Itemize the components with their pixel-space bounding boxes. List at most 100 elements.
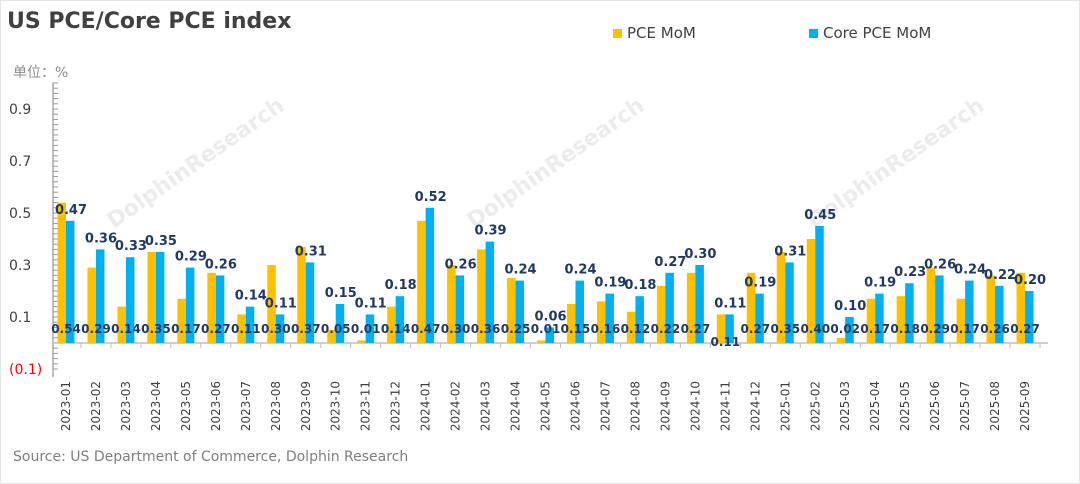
- bar-core-pce: [395, 296, 405, 343]
- bar-pce: [1016, 272, 1026, 343]
- bar-core-pce: [305, 262, 315, 343]
- data-label-pce: 0.11: [231, 322, 261, 336]
- data-label-pce: 0.29: [81, 322, 111, 336]
- data-label-pce: 0.16: [591, 322, 621, 336]
- data-label-core: 0.31: [295, 244, 327, 259]
- bar-core-pce: [845, 317, 854, 343]
- bar-pce: [596, 301, 606, 343]
- bar-pce: [207, 272, 216, 343]
- data-label-pce: 0.36: [471, 322, 501, 336]
- bar-pce: [387, 306, 396, 343]
- x-tick-label: 2024-04: [509, 381, 523, 431]
- data-label-pce: 0.35: [141, 322, 171, 336]
- bar-pce: [417, 220, 426, 343]
- legend-swatch-core: [809, 28, 818, 38]
- bar-pce: [566, 304, 576, 343]
- bar-core-pce: [575, 280, 584, 343]
- legend-label-core: Core PCE MoM: [823, 24, 932, 42]
- data-label-pce: 0.26: [980, 322, 1010, 336]
- bar-pce: [656, 285, 666, 343]
- bar-core-pce: [965, 280, 974, 343]
- x-tick-label: 2024-01: [419, 381, 433, 431]
- data-label-core: 0.11: [714, 296, 746, 311]
- bar-pce: [177, 298, 186, 343]
- data-label-core: 0.24: [505, 263, 537, 278]
- x-tick-label: 2023-12: [389, 381, 403, 431]
- bar-core-pce: [605, 293, 614, 343]
- y-tick-label: 0.1: [9, 310, 31, 326]
- bar-core-pce: [1025, 291, 1034, 343]
- bar-pce: [117, 306, 126, 343]
- data-label-core: 0.22: [984, 268, 1016, 283]
- bar-pce: [477, 249, 486, 343]
- data-label-core: 0.06: [534, 309, 566, 324]
- data-label-core: 0.11: [355, 296, 387, 311]
- x-tick-label: 2023-08: [269, 381, 283, 431]
- legend-item-core: Core PCE MoM: [809, 24, 931, 42]
- data-label-core: 0.20: [1014, 273, 1046, 288]
- bar-pce: [986, 275, 996, 343]
- data-label-pce: 0.47: [411, 322, 441, 336]
- data-label-pce: 0.37: [291, 322, 321, 336]
- bar-pce: [716, 314, 726, 343]
- x-tick-label: 2025-01: [778, 381, 792, 431]
- x-tick-label: 2023-11: [359, 381, 373, 431]
- data-label-pce: 0.01: [531, 322, 561, 336]
- x-tick-label: 2025-07: [958, 381, 972, 431]
- y-tick-label: 0.9: [9, 102, 31, 118]
- bar-pce: [626, 311, 636, 343]
- data-label-core: 0.19: [864, 276, 896, 291]
- data-label-pce: 0.11: [711, 335, 741, 349]
- x-tick-label: 2024-06: [568, 381, 582, 431]
- bar-core-pce: [155, 252, 165, 343]
- data-label-pce: 0.35: [770, 322, 800, 336]
- bar-core-pce: [995, 285, 1004, 343]
- bar-pce: [267, 265, 276, 343]
- bar-pce: [537, 340, 546, 343]
- x-tick-label: 2024-03: [479, 381, 493, 431]
- data-label-core: 0.15: [325, 286, 357, 301]
- data-label-pce: 0.12: [621, 322, 651, 336]
- unit-label: 单位：%: [13, 65, 69, 81]
- data-label-core: 0.39: [475, 224, 507, 239]
- y-tick-label: 0.5: [9, 206, 31, 222]
- data-label-pce: 0.27: [681, 322, 711, 336]
- data-label-pce: 0.17: [950, 322, 980, 336]
- x-tick-label: 2023-04: [149, 381, 163, 431]
- x-tick-label: 2025-03: [838, 381, 852, 431]
- x-tick-label: 2023-01: [59, 381, 73, 431]
- bar-core-pce: [335, 304, 345, 343]
- x-tick-label: 2023-03: [119, 381, 133, 431]
- data-label-core: 0.26: [445, 257, 477, 272]
- bar-pce: [507, 278, 516, 343]
- data-label-pce: 0.40: [800, 322, 830, 336]
- data-label-core: 0.31: [774, 244, 806, 259]
- bar-core-pce: [545, 327, 555, 343]
- x-tick-label: 2024-08: [628, 381, 642, 431]
- data-label-core: 0.52: [415, 190, 447, 205]
- bar-core-pce: [185, 267, 195, 343]
- data-label-pce: 0.27: [741, 322, 771, 336]
- data-label-core: 0.30: [684, 247, 716, 262]
- bar-core-pce: [66, 220, 75, 343]
- bar-core-pce: [785, 262, 794, 343]
- bar-pce: [926, 267, 936, 343]
- data-label-core: 0.26: [205, 257, 237, 272]
- bar-core-pce: [125, 257, 135, 343]
- data-label-pce: 0.29: [920, 322, 950, 336]
- bar-core-pce: [455, 275, 465, 343]
- bar-pce: [836, 337, 846, 343]
- data-label-pce: 0.27: [1010, 322, 1040, 336]
- bar-core-pce: [695, 265, 704, 343]
- x-tick-label: 2025-05: [898, 381, 912, 431]
- data-label-core: 0.47: [55, 203, 87, 218]
- bar-pce: [297, 246, 306, 343]
- x-tick-label: 2023-06: [209, 381, 223, 431]
- data-label-core: 0.11: [265, 296, 297, 311]
- bar-core-pce: [905, 283, 914, 343]
- x-tick-label: 2023-02: [89, 381, 103, 431]
- data-label-core: 0.18: [385, 278, 417, 293]
- data-label-pce: 0.02: [830, 322, 860, 336]
- data-label-pce: 0.30: [261, 322, 291, 336]
